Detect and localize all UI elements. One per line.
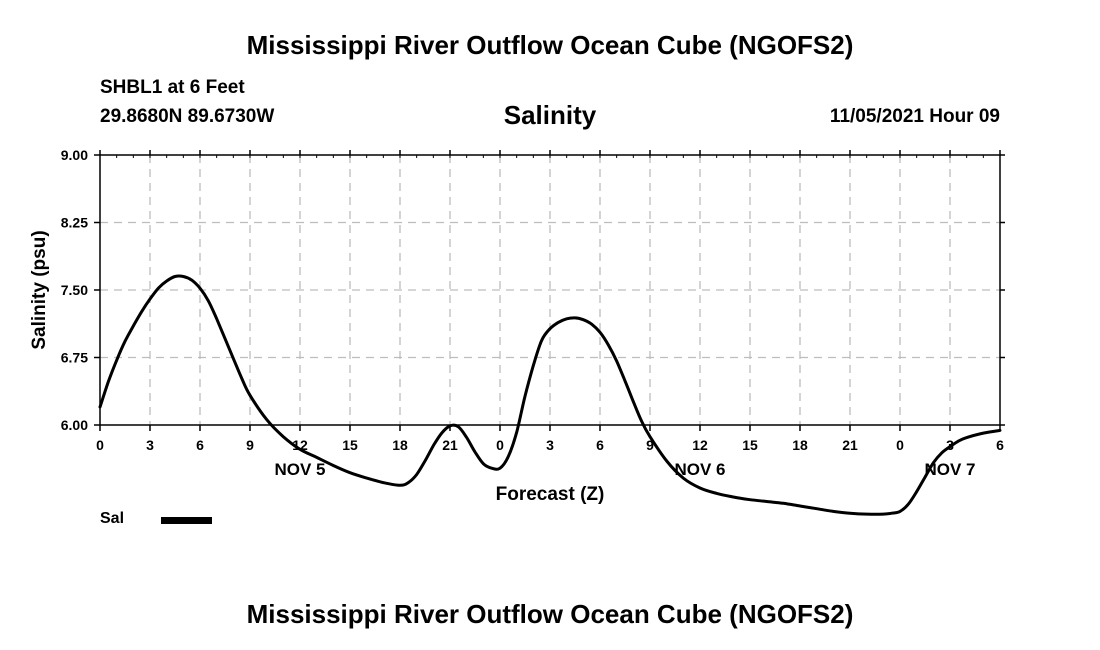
x-axis-label: Forecast (Z) bbox=[496, 484, 605, 505]
grid-layer bbox=[100, 155, 1000, 425]
x-tick-label: 15 bbox=[742, 437, 758, 453]
x-tick-label: 21 bbox=[442, 437, 458, 453]
chart-title: Mississippi River Outflow Ocean Cube (NG… bbox=[246, 30, 854, 60]
y-axis: 6.00 6.75 7.50 8.25 9.00 bbox=[61, 147, 1005, 433]
date-labels: NOV 5 NOV 6 NOV 7 bbox=[274, 460, 975, 479]
x-tick-label: 15 bbox=[342, 437, 358, 453]
x-tick-label: 6 bbox=[196, 437, 204, 453]
station-coordinates: 29.8680N 89.6730W bbox=[100, 106, 275, 127]
x-tick-label: 21 bbox=[842, 437, 858, 453]
y-axis-label: Salinity (psu) bbox=[29, 230, 50, 349]
forecast-datetime: 11/05/2021 Hour 09 bbox=[829, 106, 1000, 127]
x-tick-label: 3 bbox=[546, 437, 554, 453]
x-tick-label: 6 bbox=[996, 437, 1004, 453]
x-tick-label: 6 bbox=[596, 437, 604, 453]
x-tick-label: 3 bbox=[146, 437, 154, 453]
chart-subtitle: Salinity bbox=[503, 100, 597, 130]
y-tick-label: 6.75 bbox=[61, 350, 88, 366]
x-tick-label: 9 bbox=[646, 437, 654, 453]
date-label: NOV 7 bbox=[924, 460, 975, 479]
y-tick-label: 9.00 bbox=[61, 147, 88, 163]
x-tick-label: 18 bbox=[392, 437, 408, 453]
x-tick-label: 18 bbox=[792, 437, 808, 453]
legend-swatch bbox=[161, 517, 212, 524]
y-tick-label: 8.25 bbox=[61, 215, 88, 231]
date-label: NOV 6 bbox=[674, 460, 725, 479]
series-line-sal bbox=[98, 274, 1002, 516]
x-tick-label: 12 bbox=[692, 437, 708, 453]
date-label: NOV 5 bbox=[274, 460, 325, 479]
legend-label: Sal bbox=[100, 510, 125, 527]
x-tick-label: 0 bbox=[496, 437, 504, 453]
x-tick-label: 0 bbox=[896, 437, 904, 453]
x-tick-label: 12 bbox=[292, 437, 308, 453]
y-tick-label: 6.00 bbox=[61, 417, 88, 433]
footer-title: Mississippi River Outflow Ocean Cube (NG… bbox=[246, 599, 854, 629]
x-axis: 0 3 6 9 12 15 18 21 0 3 6 9 12 15 18 21 0 3 6 bbox=[96, 150, 1004, 453]
station-label: SHBL1 at 6 Feet bbox=[100, 77, 245, 98]
x-tick-label: 0 bbox=[96, 437, 104, 453]
x-tick-label: 9 bbox=[246, 437, 254, 453]
y-tick-label: 7.50 bbox=[61, 282, 88, 298]
